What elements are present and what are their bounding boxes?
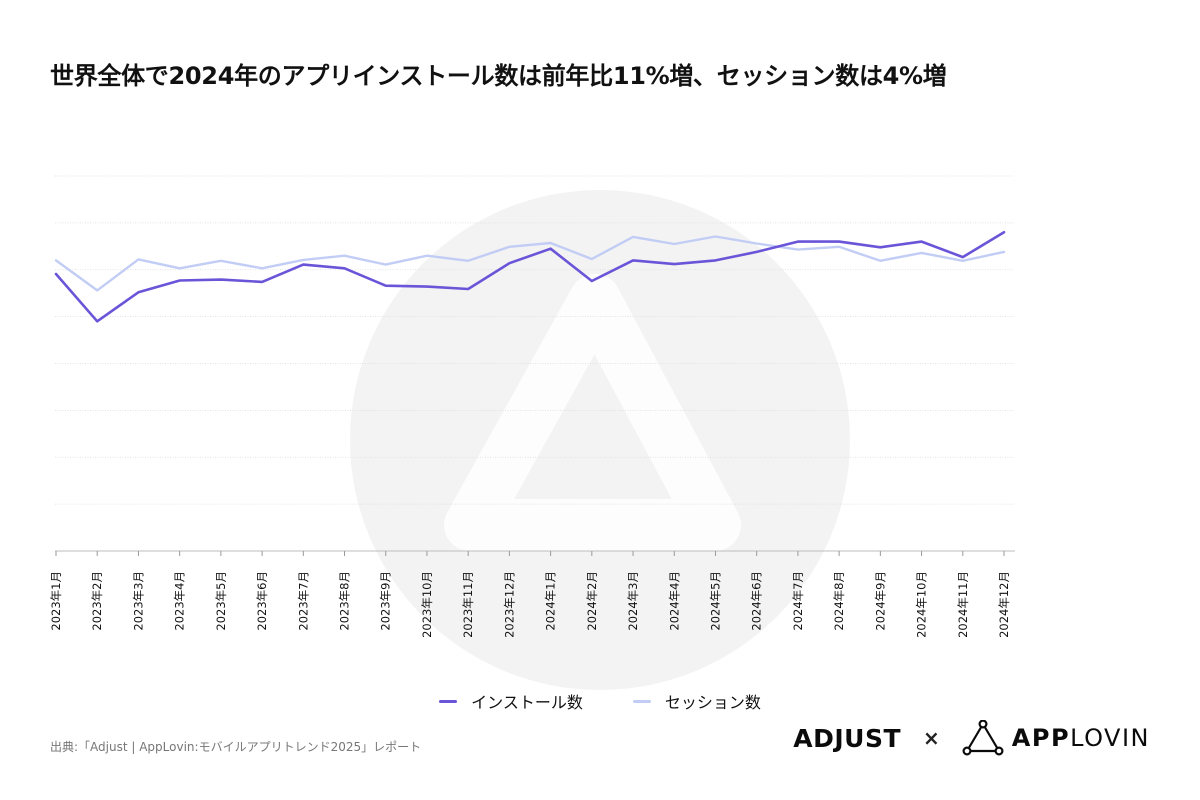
x-tick-label: 2024年5月 xyxy=(708,571,722,631)
chart-x-tick-labels: 2023年1月 2023年2月 2023年3月 2023年4月 2023年5月 2023年… xyxy=(49,571,1011,638)
chart-gridlines xyxy=(55,175,1015,552)
legend-item-sessions: セッション数 xyxy=(632,689,761,713)
x-tick-label: 2023年11月 xyxy=(461,571,475,638)
adjust-logo: ADJUST xyxy=(793,723,902,753)
legend-item-installs: インストール数 xyxy=(439,689,583,713)
x-tick-label: 2024年6月 xyxy=(750,571,764,631)
x-tick-label: 2024年11月 xyxy=(956,571,970,638)
series-line-installs xyxy=(54,231,1006,323)
x-tick-label: 2023年4月 xyxy=(173,571,187,631)
source-note: 出典:「Adjust | AppLovin:モバイルアプリトレンド2025」レポ… xyxy=(50,740,422,754)
x-tick-label: 2023年1月 xyxy=(49,571,63,631)
x-tick-label: 2023年10月 xyxy=(420,571,434,638)
legend-swatch-sessions xyxy=(632,699,651,703)
x-tick-label: 2024年3月 xyxy=(626,571,640,631)
x-tick-label: 2023年8月 xyxy=(338,571,352,631)
x-tick-label: 2024年8月 xyxy=(832,571,846,631)
legend-label-installs: インストール数 xyxy=(471,693,583,712)
x-tick-label: 2024年12月 xyxy=(997,571,1011,638)
x-tick-label: 2024年4月 xyxy=(667,571,681,631)
page-title: 世界全体で2024年のアプリインストール数は前年比11%増、セッション数は4%増 xyxy=(50,62,947,90)
x-tick-label: 2024年2月 xyxy=(585,571,599,631)
series-line-sessions xyxy=(54,235,1006,292)
x-tick-label: 2023年5月 xyxy=(214,571,228,631)
partner-logos: ADJUST × APPLOVIN xyxy=(793,720,1150,756)
x-tick-label: 2024年9月 xyxy=(873,571,887,631)
legend-label-sessions: セッション数 xyxy=(664,693,761,712)
x-tick-label: 2023年7月 xyxy=(296,571,310,631)
legend-swatch-installs xyxy=(439,699,458,703)
applovin-triangle-icon xyxy=(962,720,1004,756)
x-tick-label: 2024年7月 xyxy=(791,571,805,631)
x-tick-label: 2023年2月 xyxy=(90,571,104,631)
chart-axis xyxy=(55,551,1005,556)
applovin-logo: APPLOVIN xyxy=(962,720,1150,756)
chart-series xyxy=(54,231,1006,323)
x-tick-label: 2023年6月 xyxy=(255,571,269,631)
logo-separator: × xyxy=(923,726,940,750)
x-tick-label: 2023年9月 xyxy=(379,571,393,631)
applovin-wordmark-light: LOVIN xyxy=(1070,724,1150,752)
x-tick-label: 2023年12月 xyxy=(502,571,516,638)
x-tick-label: 2024年10月 xyxy=(915,571,929,638)
x-tick-label: 2023年3月 xyxy=(131,571,145,631)
applovin-wordmark-bold: APP xyxy=(1011,724,1071,752)
x-tick-label: 2024年1月 xyxy=(544,571,558,631)
chart-legend: インストール数 セッション数 xyxy=(0,689,1200,713)
applovin-wordmark: APPLOVIN xyxy=(1012,724,1150,752)
applovin-watermark-icon xyxy=(350,190,850,690)
